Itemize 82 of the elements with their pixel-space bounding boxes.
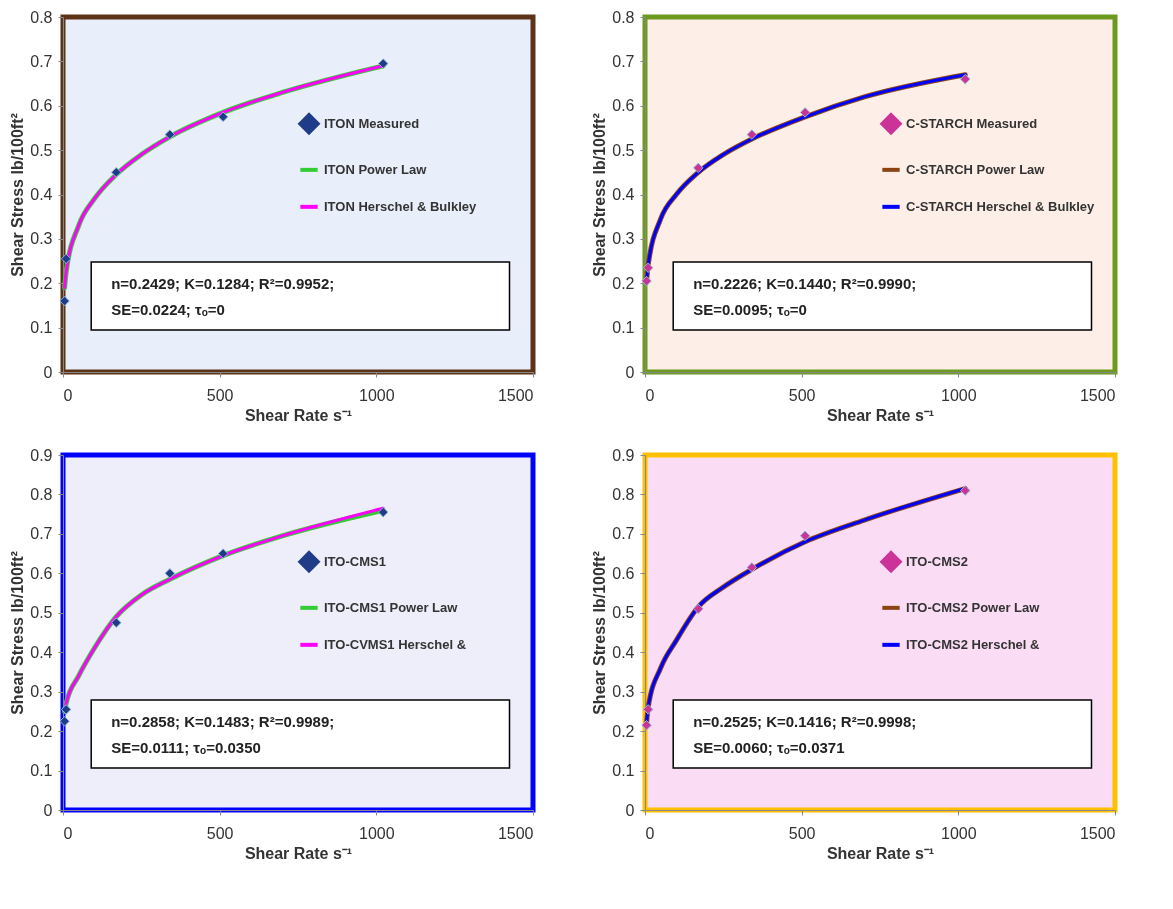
annotation: n=0.2858; K=0.1483; R²=0.9989; [111, 712, 335, 730]
y-tick-label: 0 [625, 363, 635, 381]
y-tick-label: 0.3 [30, 683, 53, 701]
x-tick-label: 500 [788, 386, 816, 404]
y-tick-label: 0 [43, 801, 53, 819]
y-tick-label: 0.1 [612, 319, 635, 337]
y-tick-label: 0.3 [612, 230, 635, 248]
x-tick-label: 500 [788, 824, 816, 842]
y-tick-label: 0.3 [612, 683, 635, 701]
y-tick-label: 0.9 [30, 446, 53, 464]
x-tick-label: 0 [63, 824, 73, 842]
x-tick-label: 1000 [941, 824, 977, 842]
annotation: SE=0.0060; τₒ=0.0371 [693, 738, 845, 756]
annotation: SE=0.0224; τₒ=0 [111, 300, 225, 318]
x-tick-label: 1000 [359, 386, 395, 404]
x-tick-label: 0 [645, 386, 655, 404]
y-tick-label: 0.7 [612, 52, 635, 70]
x-axis-title: Shear Rate s⁻¹ [826, 406, 935, 424]
y-tick-label: 0.8 [30, 8, 53, 26]
x-tick-label: 1500 [1079, 386, 1116, 404]
y-tick-label: 0.4 [30, 643, 53, 661]
y-axis-title: Shear Stress lb/100ft² [591, 551, 609, 715]
legend-label: ITO-CMS2 Herschel & [906, 636, 1040, 652]
y-tick-label: 0.1 [30, 762, 53, 780]
y-tick-label: 0.8 [30, 485, 53, 503]
legend-label: ITO-CVMS1 Herschel & [324, 636, 467, 652]
x-tick-label: 500 [206, 824, 234, 842]
y-tick-label: 0.4 [612, 643, 635, 661]
y-tick-label: 0.6 [612, 564, 635, 582]
x-tick-label: 1500 [1079, 824, 1116, 842]
y-tick-label: 0.7 [30, 52, 53, 70]
y-tick-label: 0.6 [30, 564, 53, 582]
y-tick-label: 0.1 [30, 319, 53, 337]
x-tick-label: 0 [63, 386, 73, 404]
y-tick-label: 0.6 [30, 97, 53, 115]
x-axis-title: Shear Rate s⁻¹ [826, 844, 935, 862]
annotation: SE=0.0111; τₒ=0.0350 [111, 738, 261, 756]
x-tick-label: 1000 [359, 824, 395, 842]
legend-label: ITON Power Law [324, 161, 428, 177]
legend-label: ITO-CMS2 Power Law [906, 599, 1041, 615]
legend-label: ITON Measured [324, 115, 420, 131]
y-tick-label: 0.9 [612, 446, 635, 464]
y-tick-label: 0.1 [612, 762, 635, 780]
y-tick-label: 0 [625, 801, 635, 819]
x-tick-label: 1000 [941, 386, 977, 404]
legend-label: ITO-CMS1 [324, 553, 386, 569]
y-tick-label: 0.5 [30, 604, 53, 622]
annotation: n=0.2525; K=0.1416; R²=0.9998; [693, 712, 917, 730]
y-tick-label: 0.2 [612, 274, 635, 292]
y-tick-label: 0.7 [30, 525, 53, 543]
y-tick-label: 0.6 [612, 97, 635, 115]
y-axis-title: Shear Stress lb/100ft² [9, 113, 27, 277]
y-tick-label: 0.2 [612, 722, 635, 740]
x-tick-label: 1500 [497, 824, 534, 842]
y-tick-label: 0.3 [30, 230, 53, 248]
y-tick-label: 0.4 [30, 186, 53, 203]
x-tick-label: 1500 [497, 386, 534, 404]
y-tick-label: 0.2 [30, 274, 53, 292]
legend-label: ITON Herschel & Bulkley [324, 198, 477, 214]
y-tick-label: 0.2 [30, 722, 53, 740]
legend-label: C-STARCH Herschel & Bulkley [906, 198, 1096, 214]
y-tick-label: 0.5 [612, 141, 635, 159]
legend-label: ITO-CMS1 Power Law [324, 599, 459, 615]
legend-label: C-STARCH Measured [906, 115, 1038, 131]
legend-label: ITO-CMS2 [906, 553, 968, 569]
y-tick-label: 0.8 [612, 485, 635, 503]
legend-label: C-STARCH Power Law [906, 161, 1046, 177]
y-axis-title: Shear Stress lb/100ft² [591, 113, 609, 277]
y-tick-label: 0.8 [612, 8, 635, 26]
y-tick-label: 0.5 [612, 604, 635, 622]
y-axis-title: Shear Stress lb/100ft² [9, 551, 27, 715]
y-tick-label: 0.4 [612, 186, 635, 203]
y-tick-label: 0 [43, 363, 53, 381]
x-tick-label: 0 [645, 824, 655, 842]
x-axis-title: Shear Rate s⁻¹ [244, 406, 353, 424]
annotation: SE=0.0095; τₒ=0 [693, 300, 807, 318]
annotation: n=0.2429; K=0.1284; R²=0.9952; [111, 274, 335, 292]
y-tick-label: 0.5 [30, 141, 53, 159]
annotation: n=0.2226; K=0.1440; R²=0.9990; [693, 274, 917, 292]
x-tick-label: 500 [206, 386, 234, 404]
y-tick-label: 0.7 [612, 525, 635, 543]
x-axis-title: Shear Rate s⁻¹ [244, 844, 353, 862]
